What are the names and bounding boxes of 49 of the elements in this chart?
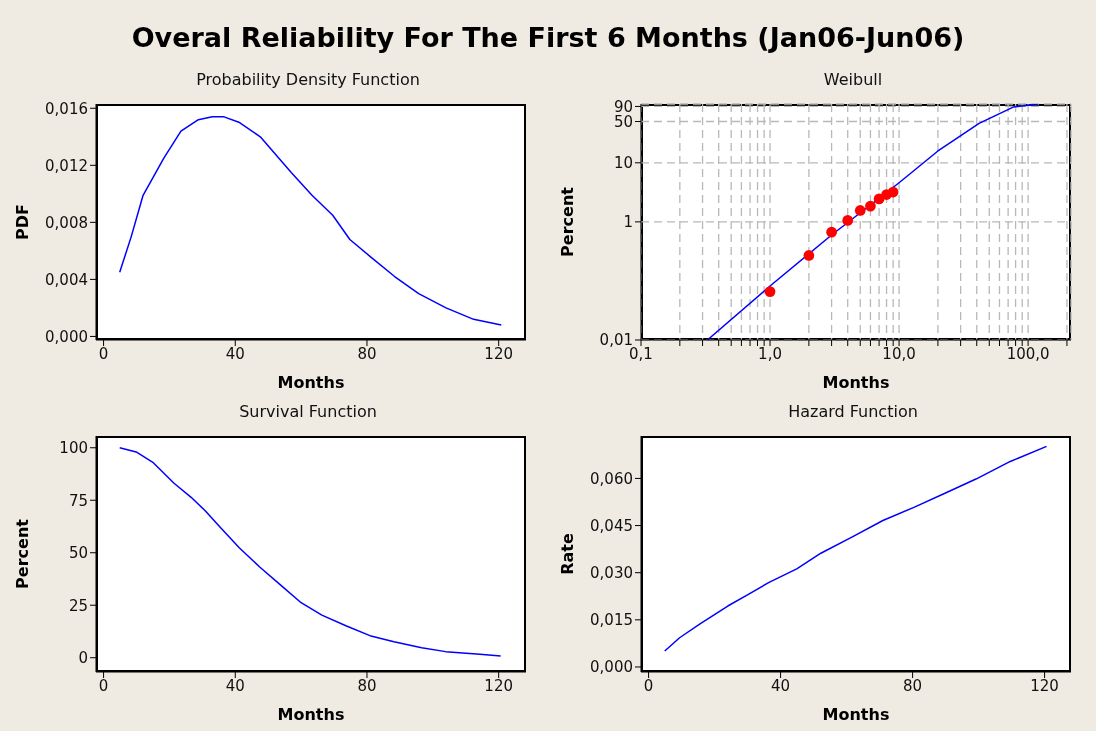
- y-tick-label: 0: [78, 649, 88, 668]
- x-tick-label: 1,0: [758, 344, 782, 363]
- y-tick-label: 0,000: [45, 327, 88, 346]
- y-tick-label: 75: [68, 491, 88, 510]
- y-tick-label: 0,045: [590, 516, 633, 535]
- y-tick-label: 0,008: [45, 213, 88, 232]
- y-tick-label: 0,030: [590, 564, 633, 583]
- x-tick-label: 0: [643, 676, 654, 695]
- x-tick-label: 80: [903, 676, 923, 695]
- y-tick-label: 25: [68, 596, 88, 615]
- y-tick-label: 10: [613, 154, 633, 173]
- chart-title: Hazard Function: [787, 402, 919, 423]
- x-tick-label: 40: [225, 344, 245, 363]
- y-tick-label: 0,016: [45, 99, 88, 118]
- x-tick-label: 0: [98, 676, 109, 695]
- line-series: [664, 445, 1048, 652]
- x-axis-title: Months: [277, 373, 345, 392]
- y-axis-title: Rate: [557, 533, 577, 575]
- y-tick-label: 0,012: [45, 156, 88, 175]
- chart-title: Survival Function: [238, 402, 378, 423]
- x-tick-label: 120: [484, 344, 513, 363]
- x-tick-label: 100,0: [1006, 344, 1050, 363]
- y-axis-title: Percent: [12, 518, 32, 589]
- y-tick-label: 1: [623, 213, 633, 232]
- x-axis-title: Months: [277, 705, 345, 724]
- x-tick-label: 0,1: [629, 344, 653, 363]
- y-tick-label: 0,015: [590, 611, 633, 630]
- x-tick-label: 0: [98, 344, 109, 363]
- x-axis-title: Months: [822, 373, 890, 392]
- y-tick-label: 0,000: [590, 658, 633, 677]
- x-tick-label: 40: [771, 676, 791, 695]
- chart-subtitle: Probability Density Function: [195, 70, 421, 91]
- x-tick-label: 120: [484, 676, 513, 695]
- x-tick-label: 80: [357, 344, 377, 363]
- line-series: [118, 447, 502, 657]
- line-series: [118, 116, 503, 326]
- y-axis-title: Percent: [557, 186, 577, 257]
- chart-title: Overal Reliability For The First 6 Months (Jan06-Jun06): [130, 22, 966, 53]
- chart-title: Weibull: [822, 70, 884, 91]
- y-axis-title: PDF: [12, 204, 32, 240]
- y-tick-label: 50: [68, 544, 88, 563]
- x-tick-label: 10,0: [882, 344, 916, 363]
- x-axis-title: Months: [822, 705, 890, 724]
- y-tick-label: 0,004: [45, 270, 88, 289]
- y-tick-label: 0,060: [590, 469, 633, 488]
- x-tick-label: 120: [1030, 676, 1059, 695]
- x-tick-label: 40: [225, 676, 245, 695]
- x-tick-label: 80: [357, 676, 377, 695]
- y-tick-label: 100: [59, 439, 88, 458]
